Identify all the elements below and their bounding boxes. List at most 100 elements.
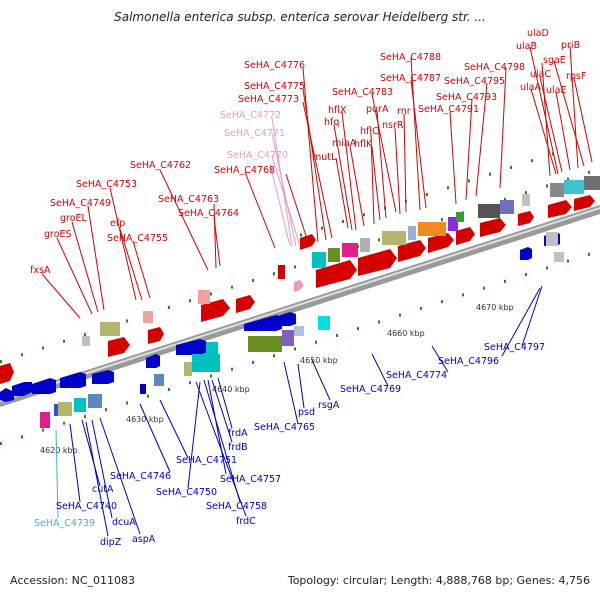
feature-box — [328, 248, 340, 262]
gene-label: miaA — [332, 138, 357, 149]
gene-label: SeHA_C4776 — [244, 60, 305, 71]
feature-box — [342, 243, 358, 257]
ruler-dot — [483, 286, 485, 290]
feature-box — [478, 204, 500, 218]
feature-box — [318, 316, 330, 330]
gene-label: SeHA_C4798 — [464, 62, 525, 73]
gene-label: SeHA_C4773 — [238, 94, 299, 105]
gene-arrow — [358, 249, 397, 276]
gene-label: sgaE — [543, 55, 566, 66]
gene-arrow — [520, 247, 532, 260]
ruler-dot — [525, 191, 527, 195]
ruler-dot — [63, 421, 65, 425]
ruler-dot — [462, 293, 464, 297]
gene-arrow — [236, 295, 255, 313]
gene-arrow — [316, 260, 357, 288]
ruler-dot — [189, 381, 191, 385]
ruler-dot — [441, 218, 443, 222]
ruler-dot — [84, 332, 86, 336]
gene-label: nsrR — [382, 120, 404, 131]
gene-label: SeHA_C4749 — [50, 198, 111, 209]
gene-label: dcuA — [112, 517, 136, 528]
ruler-dot — [420, 306, 422, 310]
gene-label: SeHA_C4787 — [380, 73, 441, 84]
gene-label: SeHA_C4750 — [156, 487, 217, 498]
ruler-dot — [315, 340, 317, 344]
feature-box — [584, 176, 600, 190]
genome-title: Salmonella enterica subsp. enterica sero… — [114, 10, 486, 24]
gene-label: hflX — [328, 105, 347, 116]
ruler-dot — [126, 401, 128, 405]
ruler-dot — [588, 252, 590, 256]
ruler-dot — [357, 327, 359, 331]
gene-label: psd — [298, 407, 315, 418]
ruler-dot — [168, 387, 170, 391]
gene-label: SeHA_C4746 — [110, 471, 171, 482]
feature-box — [546, 232, 558, 246]
ruler-dot — [126, 319, 128, 323]
ruler-dot — [168, 305, 170, 309]
feature-box — [82, 336, 90, 346]
ruler-dot — [0, 442, 2, 445]
ruler-dot — [525, 273, 527, 277]
gene-labels-top: SeHA_C4776 SeHA_C4775 SeHA_C4773 SeHA_C4… — [30, 28, 586, 276]
feature-box — [522, 194, 530, 206]
gene-label: SeHA_C4775 — [244, 81, 305, 92]
kbp-labels: 4620 kbp 4630 kbp 4640 kbp 4650 kbp 4660… — [40, 303, 514, 455]
ruler-dot — [546, 266, 548, 270]
feature-box — [248, 336, 282, 352]
gene-arrow — [548, 200, 572, 218]
gene-arrow — [0, 363, 14, 384]
gene-label: groEL — [60, 213, 88, 224]
ruler-dot — [510, 165, 512, 169]
ruler-dot — [21, 435, 23, 439]
gene-label: frdC — [236, 516, 256, 527]
ruler-dot — [567, 177, 569, 181]
feature-box — [448, 217, 458, 231]
feature-box — [500, 200, 514, 214]
gene-label: SeHA_C4793 — [436, 92, 497, 103]
ruler-dot — [504, 279, 506, 283]
feature-box — [192, 354, 220, 372]
gene-label: groES — [44, 229, 72, 240]
gene-arrow — [201, 299, 230, 322]
ruler-dot — [489, 172, 491, 176]
ruler-dot — [504, 197, 506, 201]
feature-box — [154, 374, 164, 386]
gene-label: SeHA_C4762 — [130, 160, 191, 171]
gene-label: SeHA_C4740 — [56, 501, 117, 512]
forward-features — [82, 176, 600, 346]
gene-arrow — [146, 354, 160, 368]
feature-box — [456, 212, 464, 222]
ruler-dot — [294, 265, 296, 269]
ruler-dot — [336, 333, 338, 337]
feature-box — [40, 412, 50, 428]
kbp-label: 4670 kbp — [476, 303, 514, 312]
feature-box — [143, 311, 153, 323]
ruler-dot — [63, 339, 65, 343]
gene-label: frdA — [228, 428, 248, 439]
gene-arrow — [0, 388, 14, 402]
gene-label: priB — [561, 40, 580, 51]
ruler-dot — [441, 300, 443, 304]
gene-label: ulaA — [520, 82, 541, 93]
gene-label: SeHA_C4772 — [220, 110, 281, 121]
feature-box — [100, 322, 120, 336]
gene-label: ulaC — [530, 69, 551, 80]
ruler-dot — [252, 360, 254, 364]
ruler-dot — [342, 219, 344, 223]
ruler-dot — [552, 152, 554, 156]
gene-label: hfq — [324, 117, 339, 128]
gene-label: fxsA — [30, 265, 51, 276]
reverse-features — [40, 232, 564, 428]
accession-text: Accession: NC_011083 — [10, 574, 136, 587]
ruler-dot — [252, 278, 254, 282]
forward-genes — [0, 195, 595, 384]
gene-label: SeHA_C4774 — [386, 370, 447, 381]
gene-label: SeHA_C4788 — [380, 52, 441, 63]
ruler-dot — [531, 159, 533, 163]
ruler-dot — [426, 192, 428, 196]
ruler-dot — [567, 259, 569, 263]
gene-arrow — [428, 233, 454, 253]
